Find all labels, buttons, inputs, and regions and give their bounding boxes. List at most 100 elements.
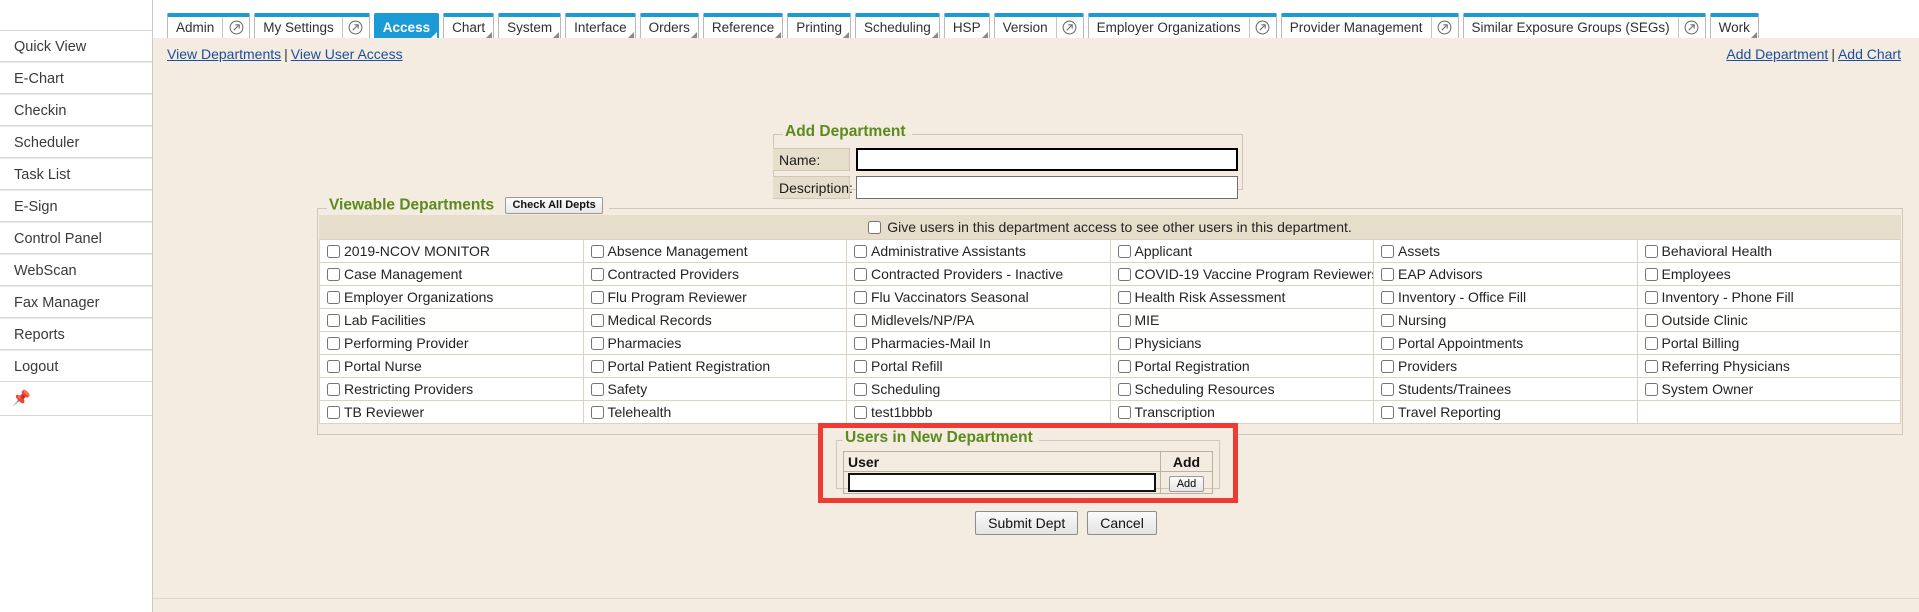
department-label: Health Risk Assessment [1134,289,1286,305]
department-checkbox[interactable] [854,383,867,396]
external-link-icon[interactable] [1679,20,1705,35]
department-checkbox[interactable] [590,314,604,327]
user-search-input[interactable] [848,473,1156,492]
department-checkbox[interactable] [327,291,340,304]
department-checkbox[interactable] [1381,406,1394,419]
department-checkbox[interactable] [854,245,867,258]
department-checkbox[interactable] [590,245,604,258]
tab-printing[interactable]: Printing [787,13,851,38]
department-checkbox[interactable] [1644,314,1658,327]
department-checkbox[interactable] [327,337,340,350]
department-checkbox[interactable] [1117,406,1131,419]
department-checkbox[interactable] [327,245,340,258]
department-checkbox[interactable] [854,291,867,304]
sidebar-item-fax-manager[interactable]: Fax Manager [0,286,152,318]
tab-hsp[interactable]: HSP [943,13,990,38]
department-checkbox[interactable] [1117,268,1131,281]
department-checkbox[interactable] [590,406,604,419]
link-add-department[interactable]: Add Department [1726,46,1829,62]
tab-label: Version [1002,20,1048,35]
department-checkbox[interactable] [1381,337,1394,350]
tab-employer-organizations[interactable]: Employer Organizations [1087,13,1277,38]
department-checkbox[interactable] [1117,383,1131,396]
department-checkbox[interactable] [1381,383,1394,396]
add-user-button[interactable]: Add [1168,475,1205,492]
tab-version[interactable]: Version [993,13,1084,38]
department-checkbox[interactable] [590,360,604,373]
link-view-user-access[interactable]: View User Access [290,46,403,62]
sidebar-item-webscan[interactable]: WebScan [0,254,152,286]
tab-label: Orders [648,20,690,35]
sidebar-item-task-list[interactable]: Task List [0,158,152,190]
department-checkbox[interactable] [854,337,867,350]
sidebar-item-control-panel[interactable]: Control Panel [0,222,152,254]
cancel-button[interactable]: Cancel [1087,511,1157,535]
tab-orders[interactable]: Orders [639,13,699,38]
department-checkbox[interactable] [1381,291,1394,304]
department-checkbox[interactable] [1644,360,1658,373]
tab-similar-exposure-groups-segs[interactable]: Similar Exposure Groups (SEGs) [1462,13,1706,38]
department-checkbox[interactable] [590,291,604,304]
external-link-icon[interactable] [223,20,249,35]
department-checkbox[interactable] [854,268,867,281]
link-add-chart[interactable]: Add Chart [1837,46,1901,62]
department-cell: Medical Records [582,308,847,332]
department-checkbox[interactable] [327,268,340,281]
tab-chart[interactable]: Chart [443,13,495,38]
department-cell: Pharmacies-Mail In [846,331,1111,355]
sidebar-item-logout[interactable]: Logout [0,350,152,382]
sidebar-item-quick-view[interactable]: Quick View [0,30,152,62]
department-checkbox[interactable] [1381,314,1394,327]
external-link-icon[interactable] [1250,20,1276,35]
department-checkbox[interactable] [1381,268,1394,281]
external-link-icon[interactable] [1057,20,1083,35]
department-checkbox[interactable] [1117,291,1131,304]
department-checkbox[interactable] [1117,337,1131,350]
department-checkbox[interactable] [327,406,340,419]
department-checkbox[interactable] [1381,360,1394,373]
department-checkbox[interactable] [327,314,340,327]
department-checkbox[interactable] [854,360,867,373]
department-checkbox[interactable] [1381,245,1394,258]
department-checkbox[interactable] [590,268,604,281]
department-checkbox[interactable] [1644,245,1658,258]
sidebar-item-scheduler[interactable]: Scheduler [0,126,152,158]
sidebar-item-e-sign[interactable]: E-Sign [0,190,152,222]
department-checkbox[interactable] [1117,314,1131,327]
department-checkbox[interactable] [1117,245,1131,258]
external-link-icon[interactable] [1432,20,1458,35]
department-checkbox[interactable] [1644,268,1658,281]
department-checkbox[interactable] [1644,383,1658,396]
department-checkbox[interactable] [1644,291,1658,304]
tab-system[interactable]: System [498,13,562,38]
department-checkbox[interactable] [327,383,340,396]
tab-work[interactable]: Work [1709,13,1759,38]
submit-dept-button[interactable]: Submit Dept [975,511,1079,535]
tab-provider-management[interactable]: Provider Management [1280,13,1459,38]
tab-scheduling[interactable]: Scheduling [855,13,940,38]
link-view-departments[interactable]: View Departments [167,46,282,62]
department-checkbox[interactable] [854,406,867,419]
department-label: Employer Organizations [344,289,494,305]
department-name-input[interactable] [856,148,1238,171]
department-label: Students/Trainees [1398,381,1512,397]
department-checkbox[interactable] [1644,337,1658,350]
tab-admin[interactable]: Admin [167,13,251,38]
department-checkbox[interactable] [854,314,867,327]
sidebar-item-e-chart[interactable]: E-Chart [0,62,152,94]
tab-my-settings[interactable]: My Settings [254,13,370,38]
tab-reference[interactable]: Reference [702,13,784,38]
tab-access[interactable]: Access [373,13,440,38]
department-checkbox[interactable] [590,337,604,350]
department-checkbox[interactable] [327,360,340,373]
check-all-depts-button[interactable]: Check All Depts [505,197,603,214]
sidebar-item-checkin[interactable]: Checkin [0,94,152,126]
give-access-checkbox[interactable] [868,220,882,234]
sidebar-item-reports[interactable]: Reports [0,318,152,350]
department-description-input[interactable] [856,176,1238,199]
department-checkbox[interactable] [1117,360,1131,373]
tab-interface[interactable]: Interface [565,13,636,38]
department-checkbox[interactable] [590,383,604,396]
sidebar-pin-toggle[interactable]: 📌 [0,382,152,416]
external-link-icon[interactable] [343,20,369,35]
